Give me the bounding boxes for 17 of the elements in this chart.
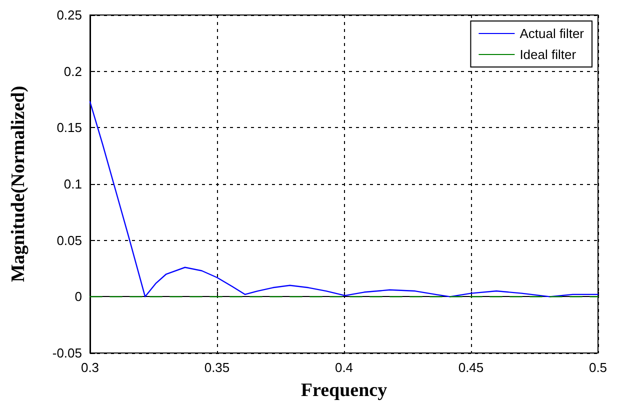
x-tick-label: 0.5	[588, 360, 608, 375]
x-tick-label: 0.3	[80, 360, 100, 375]
y-tick-label: 0.25	[56, 8, 82, 22]
y-tick-label: 0	[74, 289, 82, 304]
y-axis-title: Magnitude(Normalized)	[8, 86, 29, 282]
x-tick-label: 0.45	[458, 360, 484, 375]
y-tick-label: -0.05	[52, 346, 82, 360]
y-tick-label: 0.2	[64, 64, 82, 79]
legend-label: Actual filter	[520, 26, 585, 41]
x-axis-title: Frequency	[300, 380, 388, 401]
legend-label: Ideal filter	[520, 47, 577, 62]
x-tick-label: 0.35	[204, 360, 230, 375]
line-series	[89, 101, 599, 298]
x-tick-label: 0.4	[334, 360, 354, 375]
y-tick-label: 0.1	[64, 176, 82, 192]
y-tick-label: 0.15	[56, 120, 82, 136]
y-tick-label: 0.05	[56, 232, 82, 248]
